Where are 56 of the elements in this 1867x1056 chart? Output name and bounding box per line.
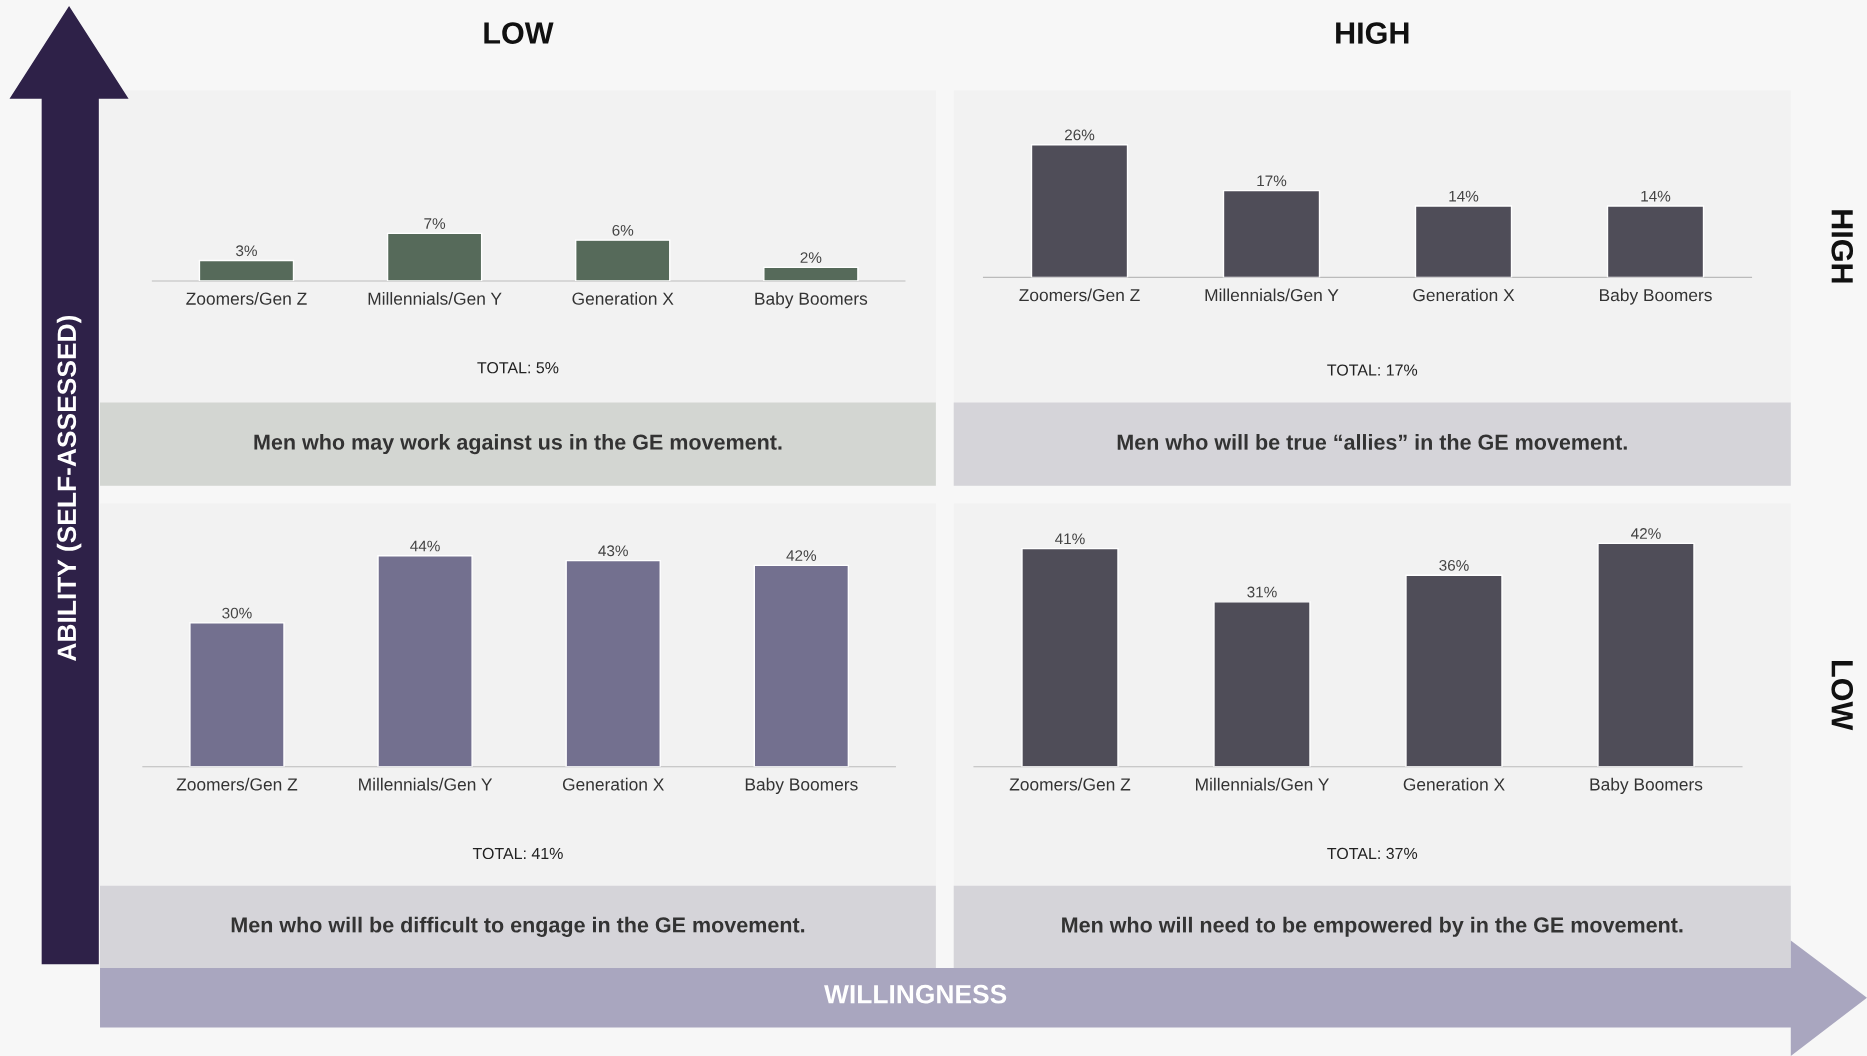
data-label: 36% xyxy=(1439,560,1469,571)
y-axis-title: ABILITY (SELF-ASSESSED) xyxy=(56,315,82,661)
x-tick-label: Baby Boomers xyxy=(745,777,858,794)
data-label: 3% xyxy=(236,245,257,257)
x-axis-title: WILLINGNESS xyxy=(824,984,1007,1004)
data-label: 14% xyxy=(1641,190,1671,202)
x-tick-label: Millennials/Gen Y xyxy=(1196,777,1329,791)
text: Men who will be true “allies” in the GE movement. xyxy=(1117,434,1627,450)
text: TOTAL: 37% xyxy=(1327,847,1418,860)
bar xyxy=(753,564,850,767)
bar xyxy=(1213,601,1311,767)
text: TOTAL: 5% xyxy=(477,362,559,374)
bar xyxy=(1405,574,1503,767)
data-label: 14% xyxy=(1449,190,1479,202)
x-tick-label: Zoomers/Gen Z xyxy=(1019,288,1140,302)
data-label: 30% xyxy=(222,607,252,619)
x-tick-label: Generation X xyxy=(1403,777,1505,791)
data-label: 31% xyxy=(1247,586,1277,598)
data-label: 6% xyxy=(612,224,634,236)
text: TOTAL: 41% xyxy=(472,847,563,860)
data-label: 42% xyxy=(786,550,817,561)
chart-title: LOW xyxy=(484,22,554,44)
x-tick-label: Baby Boomers xyxy=(755,292,868,309)
data-label: 44% xyxy=(410,540,440,552)
x-tick-label: Zoomers/Gen Z xyxy=(186,292,307,305)
x-tick-label: Millennials/Gen Y xyxy=(359,777,493,791)
bar xyxy=(1597,542,1695,767)
data-label: 7% xyxy=(424,218,446,229)
x-tick-label: Zoomers/Gen Z xyxy=(1009,777,1131,791)
x-tick-label: Generation X xyxy=(1413,288,1515,302)
x-tick-label: Generation X xyxy=(562,777,664,791)
data-label: 26% xyxy=(1064,129,1095,141)
data-label: 41% xyxy=(1055,533,1085,545)
x-tick-label: Baby Boomers xyxy=(1590,777,1703,794)
data-label: 42% xyxy=(1631,528,1661,539)
bar xyxy=(198,259,295,281)
x-tick-label: Millennials/Gen Y xyxy=(368,292,502,305)
y2-axis-title: HIGH xyxy=(1831,210,1854,283)
y2-axis-title: LOW xyxy=(1831,661,1854,731)
bar xyxy=(189,622,285,767)
data-label: 43% xyxy=(598,545,628,557)
data-label: 2% xyxy=(800,252,822,263)
text: Men who may work against us in the GE movement. xyxy=(254,433,782,455)
bar xyxy=(386,232,483,281)
data-label: 17% xyxy=(1257,175,1287,187)
bar xyxy=(763,266,859,281)
x-tick-label: Millennials/Gen Y xyxy=(1205,288,1339,302)
text: TOTAL: 17% xyxy=(1327,364,1418,376)
x-tick-label: Baby Boomers xyxy=(1600,288,1712,305)
x-tick-label: Generation X xyxy=(572,292,674,305)
bar xyxy=(1021,547,1119,767)
x-tick-label: Zoomers/Gen Z xyxy=(176,777,298,791)
bar xyxy=(565,559,661,767)
chart-title: HIGH xyxy=(1336,22,1409,44)
bar xyxy=(575,239,671,281)
bar xyxy=(377,555,473,767)
